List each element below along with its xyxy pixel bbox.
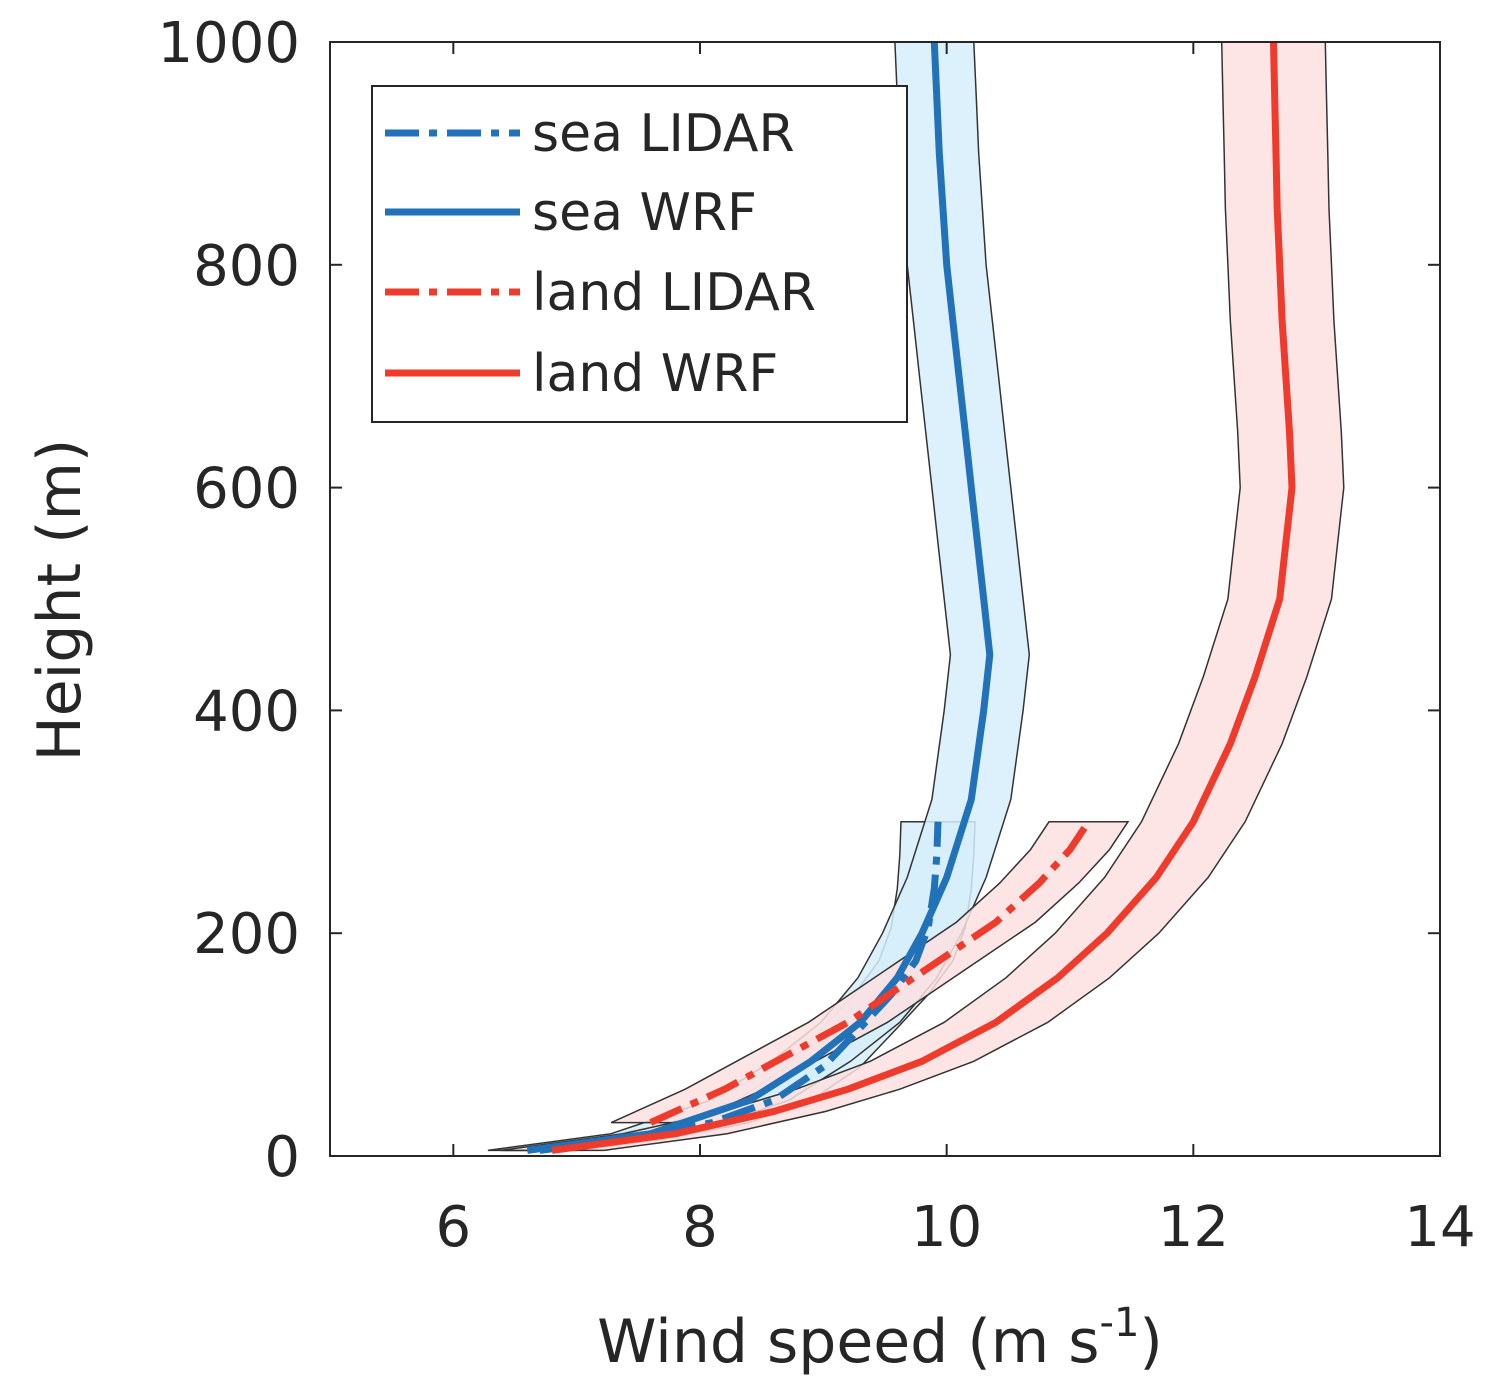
series-lines <box>526 41 1296 1154</box>
x-tick-label: 12 <box>1158 1195 1229 1260</box>
axis-ticks <box>330 41 1441 1157</box>
y-tick-label: 400 <box>193 679 300 744</box>
y-tick-label: 200 <box>193 902 300 967</box>
y-tick-labels: 0 200 400 600 800 1000 <box>157 11 300 1190</box>
x-tick-label: 10 <box>911 1195 982 1260</box>
legend-label-land-lidar: land LIDAR <box>532 263 816 323</box>
x-tick-labels: 6 8 10 12 14 <box>436 1195 1476 1260</box>
legend-label-sea-wrf: sea WRF <box>532 183 757 243</box>
line-sea-wrf <box>526 41 994 1154</box>
x-tick-label: 8 <box>682 1195 718 1260</box>
x-tick-label: 14 <box>1404 1195 1475 1260</box>
line-land-lidar <box>649 819 1092 1126</box>
y-tick-label: 600 <box>193 457 300 522</box>
line-sea-lidar <box>539 821 942 1154</box>
y-tick-label: 0 <box>264 1125 300 1190</box>
y-axis-label: Height (m) <box>25 439 95 762</box>
line-land-wrf <box>551 41 1296 1154</box>
y-tick-label: 800 <box>193 234 300 299</box>
legend-box <box>371 85 908 423</box>
x-tick-label: 6 <box>436 1195 472 1260</box>
plot-area-frame <box>329 41 1441 1157</box>
legend-label-land-wrf: land WRF <box>532 344 778 404</box>
legend: sea LIDAR sea WRF land LIDAR land WRF <box>371 85 908 423</box>
y-tick-label: 1000 <box>157 11 300 76</box>
x-axis-label: Wind speed (m s-1) <box>597 1300 1163 1377</box>
legend-label-sea-lidar: sea LIDAR <box>532 104 795 164</box>
